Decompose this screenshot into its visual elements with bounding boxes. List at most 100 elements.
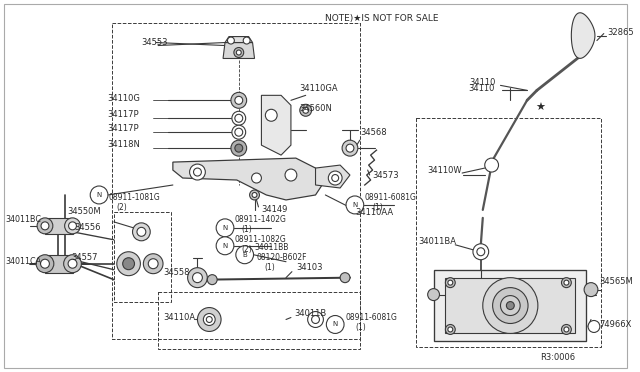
Circle shape (332, 174, 339, 182)
Circle shape (243, 37, 250, 44)
Text: 08911-1402G: 08911-1402G (235, 215, 287, 224)
Text: (1): (1) (355, 323, 365, 332)
Circle shape (483, 278, 538, 333)
Text: (1): (1) (264, 263, 275, 272)
Circle shape (312, 315, 319, 324)
Text: 34103: 34103 (296, 263, 323, 272)
Text: 34118N: 34118N (107, 140, 140, 149)
Text: N: N (97, 192, 102, 198)
Text: 08911-6081G: 08911-6081G (345, 313, 397, 322)
Text: 34011BC: 34011BC (6, 215, 42, 224)
Bar (445, 278, 575, 333)
Circle shape (235, 96, 243, 104)
Circle shape (561, 278, 572, 288)
Circle shape (588, 321, 600, 333)
Bar (45, 255, 72, 273)
Circle shape (236, 246, 253, 264)
Circle shape (63, 255, 81, 273)
Polygon shape (173, 158, 325, 200)
Text: 34550M: 34550M (68, 208, 101, 217)
Circle shape (206, 317, 212, 323)
Circle shape (300, 104, 312, 116)
Text: 34110GA: 34110GA (300, 84, 339, 93)
Circle shape (189, 164, 205, 180)
Circle shape (493, 288, 528, 324)
Polygon shape (261, 95, 291, 155)
Text: 74966X: 74966X (599, 320, 631, 329)
Text: B: B (243, 252, 247, 258)
Circle shape (252, 173, 261, 183)
Text: 08120-B602F: 08120-B602F (257, 253, 307, 262)
Text: R3:0006: R3:0006 (540, 353, 575, 362)
Text: 34558: 34558 (163, 268, 189, 277)
Circle shape (207, 275, 217, 285)
Text: N: N (352, 202, 358, 208)
Text: 34117P: 34117P (107, 124, 139, 133)
Circle shape (234, 48, 244, 58)
Text: (1): (1) (242, 225, 253, 234)
Circle shape (473, 244, 489, 260)
Circle shape (132, 223, 150, 241)
Circle shape (68, 259, 77, 268)
Circle shape (123, 258, 134, 270)
Circle shape (500, 296, 520, 315)
Text: 32865: 32865 (608, 28, 634, 37)
Text: 08911-6081G: 08911-6081G (365, 193, 417, 202)
Circle shape (90, 186, 108, 204)
Text: 34110G: 34110G (107, 94, 140, 103)
Text: 08911-1081G: 08911-1081G (109, 193, 161, 202)
Circle shape (235, 144, 243, 152)
Circle shape (198, 308, 221, 331)
Circle shape (231, 92, 246, 108)
Circle shape (564, 327, 569, 332)
Circle shape (65, 218, 81, 234)
Circle shape (235, 128, 243, 136)
Circle shape (231, 140, 246, 156)
Text: 34117P: 34117P (107, 110, 139, 119)
Circle shape (448, 327, 452, 332)
Circle shape (266, 109, 277, 121)
Polygon shape (316, 165, 350, 188)
Text: 34011CA: 34011CA (6, 257, 42, 266)
Circle shape (477, 248, 484, 256)
Text: 34565M: 34565M (599, 277, 632, 286)
Circle shape (308, 311, 323, 327)
Circle shape (328, 171, 342, 185)
Circle shape (41, 222, 49, 230)
Text: 34149: 34149 (261, 205, 288, 214)
Polygon shape (223, 42, 255, 58)
Text: N: N (222, 225, 228, 231)
Circle shape (232, 111, 246, 125)
Circle shape (235, 114, 243, 122)
Circle shape (326, 315, 344, 333)
Text: 34110W: 34110W (428, 166, 462, 174)
Circle shape (346, 144, 354, 152)
Text: 34011BA: 34011BA (418, 237, 456, 246)
Circle shape (303, 107, 308, 113)
Circle shape (561, 324, 572, 334)
Circle shape (227, 37, 234, 44)
Polygon shape (572, 13, 595, 58)
Circle shape (193, 273, 202, 283)
Text: 34110: 34110 (468, 84, 494, 93)
Circle shape (68, 222, 76, 230)
Text: 34110AA: 34110AA (355, 208, 393, 217)
Circle shape (116, 252, 140, 276)
Circle shape (250, 190, 259, 200)
Bar (158, 292, 360, 349)
Polygon shape (225, 36, 253, 42)
Bar (45, 218, 72, 234)
Circle shape (232, 125, 246, 139)
Circle shape (148, 259, 158, 269)
Circle shape (193, 168, 202, 176)
Circle shape (216, 237, 234, 255)
Circle shape (445, 278, 455, 288)
Circle shape (216, 219, 234, 237)
Text: 34553: 34553 (141, 38, 168, 47)
Circle shape (428, 289, 440, 301)
Text: ★: ★ (535, 103, 545, 113)
Circle shape (346, 196, 364, 214)
Circle shape (236, 50, 241, 55)
Text: NOTE)★IS NOT FOR SALE: NOTE)★IS NOT FOR SALE (325, 14, 439, 23)
Text: 34011B: 34011B (294, 309, 326, 318)
